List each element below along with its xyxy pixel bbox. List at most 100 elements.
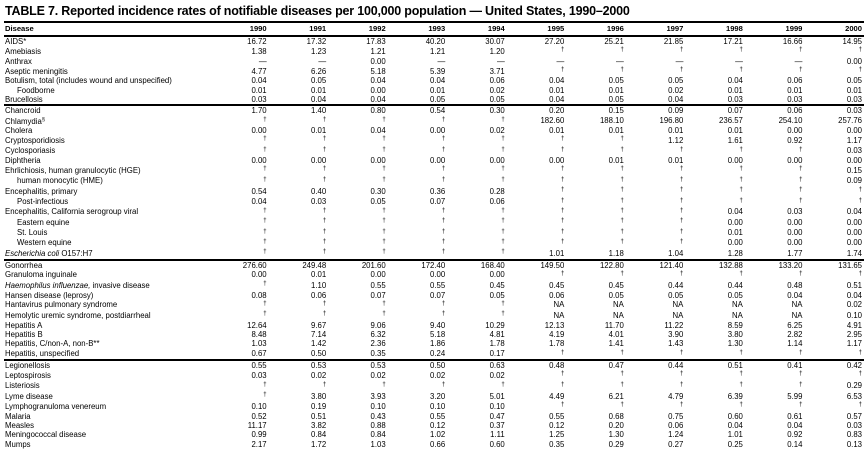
value-cell-1995: 0.01 [549, 85, 565, 95]
value-cell-1991: 1.40 [310, 106, 327, 116]
value-cell-1995: † [507, 217, 567, 227]
value-cell-1998: † [685, 381, 745, 391]
value-cell-1996: † [566, 401, 626, 411]
value-cell-1998: 8.59 [727, 320, 743, 330]
value-cell-1994: † [447, 381, 507, 391]
value-cell-1991: 1.42 [310, 339, 327, 349]
dagger-footnote-mark: † [560, 371, 565, 378]
value-cell-1996: 0.01 [608, 126, 624, 136]
value-cell-2000: † [804, 186, 864, 196]
dagger-footnote-mark: † [799, 187, 803, 194]
table-row: Malaria 0.52 0.51 0.43 0.55 0.47 0.55 0.68 0.75 0… [4, 412, 864, 421]
value-cell-1991: † [269, 238, 329, 248]
value-cell-2000: † [804, 401, 864, 411]
value-cell-1992: 0.04 [370, 95, 386, 105]
disease-label: Aseptic meningitis [5, 66, 68, 76]
value-cell-1995: † [507, 186, 567, 196]
value-cell-1994: 3.71 [489, 66, 505, 76]
value-cell-1999: 0.04 [787, 421, 803, 431]
dagger-footnote-mark: † [560, 381, 565, 388]
value-cell-1991: 0.05 [310, 76, 327, 86]
value-cell-1994: 0.06 [489, 197, 505, 206]
value-cell-1997: † [626, 228, 686, 238]
table-row: Meningococcal disease 0.99 0.84 0.84 1.02 1.1… [4, 430, 864, 439]
table-title: TABLE 7. Reported incidence rates of not… [5, 4, 630, 18]
value-cell-1996: † [566, 135, 626, 145]
value-cell-1997: † [626, 401, 686, 411]
value-cell-1990: † [209, 207, 269, 217]
value-cell-1991: 9.67 [310, 320, 327, 330]
value-cell-2000: 0.10 [846, 310, 862, 320]
value-cell-1995: † [507, 270, 567, 280]
disease-label: AIDS* [5, 37, 27, 46]
disease-label: Hepatitis B [5, 329, 43, 339]
dagger-footnote-mark: † [560, 146, 565, 153]
dagger-footnote-mark: † [263, 218, 267, 225]
value-cell-1993: † [388, 207, 448, 217]
value-cell-1993: 1.02 [430, 430, 446, 440]
dagger-footnote-mark: † [680, 166, 684, 173]
value-cell-1995: † [507, 146, 567, 156]
table-header: Disease 1990 1991 1992 1993 1994 1995 1996 1997 1… [4, 22, 864, 37]
value-cell-1992: 0.55 [370, 280, 386, 290]
value-cell-1993: 0.66 [430, 439, 446, 449]
dagger-footnote-mark: † [441, 249, 446, 256]
value-cell-1994: † [447, 116, 507, 126]
value-cell-1991: 3.82 [310, 421, 327, 431]
disease-label: Mumps [5, 439, 31, 449]
value-cell-1997: † [626, 165, 686, 175]
table-row: Post-infectious 0.04 0.03 0.05 0.07 0.06 † † † † †… [4, 197, 864, 207]
footnote-marker: § [41, 116, 45, 123]
value-cell-1994: 0.17 [489, 349, 505, 359]
value-cell-1994: † [447, 165, 507, 175]
dagger-footnote-mark: † [560, 228, 565, 235]
value-cell-1996: † [566, 238, 626, 248]
value-cell-1998: † [685, 165, 745, 175]
dagger-footnote-mark: † [680, 270, 684, 277]
dagger-footnote-mark: † [263, 136, 267, 143]
value-cell-1998: 236.57 [719, 116, 743, 126]
dagger-footnote-mark: † [739, 270, 743, 277]
value-cell-1999: † [745, 165, 805, 175]
dagger-footnote-mark: † [560, 238, 565, 245]
value-cell-1994: † [447, 300, 507, 310]
dagger-footnote-mark: † [322, 207, 327, 214]
dagger-footnote-mark: † [858, 270, 862, 277]
value-cell-1991: 0.01 [310, 85, 327, 95]
value-cell-1991: 3.80 [310, 391, 327, 401]
dagger-footnote-mark: † [799, 349, 803, 356]
value-cell-1998: 1.28 [727, 248, 743, 258]
value-cell-1993: 5.39 [430, 66, 446, 76]
value-cell-2000: 0.01 [846, 85, 862, 95]
table-row: Cyclosporiasis † † † † † † † † † † 0.03 [4, 146, 864, 156]
value-cell-1997: † [626, 207, 686, 217]
value-cell-1999: † [745, 46, 805, 56]
table-row: Eastern equine † † † † † † † † 0.00 0.00 0.00 [4, 217, 864, 227]
table-row: Hemolytic uremic syndrome, postdiarrheal… [4, 310, 864, 320]
value-cell-1991: † [269, 207, 329, 217]
value-cell-1999: — [794, 56, 803, 66]
value-cell-2000: † [804, 349, 864, 360]
value-cell-1992: † [328, 228, 388, 238]
value-cell-1992: 9.06 [370, 320, 386, 330]
value-cell-1992: 0.84 [370, 430, 386, 440]
value-cell-1999: 0.04 [787, 290, 803, 300]
disease-label: Diphtheria [5, 156, 41, 166]
value-cell-1997: 1.12 [668, 135, 684, 145]
value-cell-1997: 121.40 [659, 260, 684, 270]
value-cell-1999: 16.66 [782, 37, 803, 46]
dagger-footnote-mark: † [560, 187, 565, 194]
dagger-footnote-mark: † [382, 218, 386, 225]
value-cell-1997: † [626, 238, 686, 248]
value-cell-1991: 249.48 [302, 260, 327, 270]
value-cell-1992: † [328, 146, 388, 156]
value-cell-1997: † [626, 349, 686, 360]
value-cell-1995: † [507, 238, 567, 248]
dagger-footnote-mark: † [799, 197, 803, 204]
value-cell-1996: 6.21 [608, 391, 624, 401]
dagger-footnote-mark: † [263, 207, 267, 214]
dagger-footnote-mark: † [441, 228, 446, 235]
value-cell-1993: † [388, 116, 448, 126]
value-cell-1997: 0.09 [668, 106, 684, 116]
value-cell-1998: 0.00 [727, 217, 743, 227]
